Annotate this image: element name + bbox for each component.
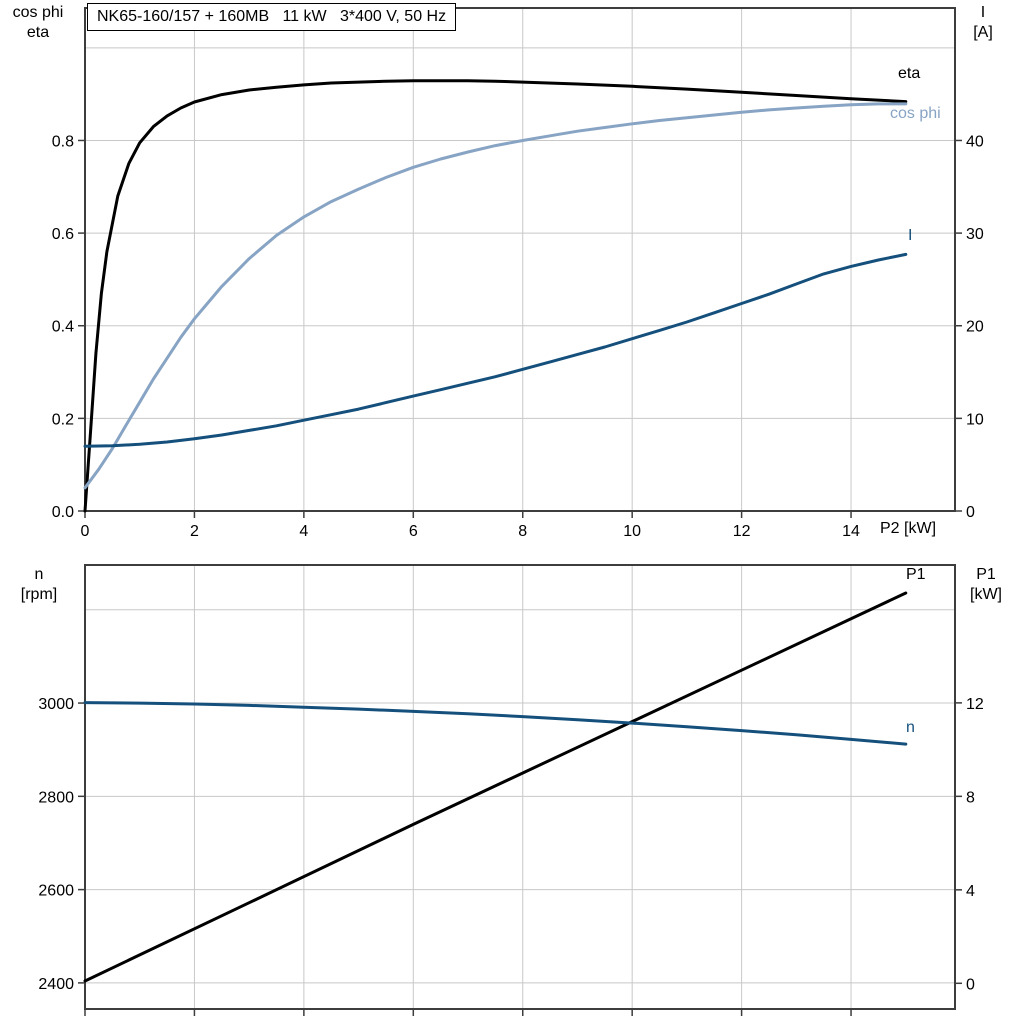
left-tick-label: 2600: [38, 883, 74, 900]
x-tick-label: 0: [81, 523, 90, 540]
series-P1: [83, 591, 908, 983]
left-axis-title-line2: [rpm]: [20, 586, 58, 603]
curve-label-cos-phi: cos phi: [890, 105, 941, 122]
upper-left-axis-title: cos phi eta: [0, 3, 76, 43]
right-axis-title-line1: P1: [976, 566, 996, 583]
lower-right-axis-title: P1 [kW]: [958, 565, 1014, 605]
right-tick-label: 40: [966, 133, 984, 150]
series-cos-phi: [83, 102, 908, 490]
curve-label-p1: P1: [906, 566, 926, 583]
x-tick-label: 6: [409, 523, 418, 540]
plot-border: [84, 564, 956, 1010]
left-tick-label: 0.6: [52, 226, 74, 243]
left-tick-label: 2800: [38, 789, 74, 806]
x-tick-label: 12: [733, 523, 751, 540]
right-tick-label: 30: [966, 226, 984, 243]
right-tick-label: 10: [966, 411, 984, 428]
chart-title: NK65-160/157 + 160MB 11 kW 3*400 V, 50 H…: [87, 3, 457, 31]
left-axis-title-line1: n: [34, 566, 44, 583]
x-axis-label: P2 [kW]: [880, 520, 937, 537]
left-tick-label: 0.8: [52, 133, 74, 150]
plot-border: [84, 7, 956, 512]
right-tick-label: 12: [966, 696, 984, 713]
curve-label-eta: eta: [898, 65, 921, 82]
series-eta: [83, 79, 908, 513]
curve-label-speed: n: [906, 719, 915, 736]
x-tick-label: 2: [190, 523, 199, 540]
series-n: [83, 701, 908, 746]
left-axis-title-line1: cos phi: [12, 4, 64, 21]
left-axis-title-line2: eta: [26, 24, 50, 41]
right-axis-title-line1: I: [980, 4, 986, 21]
upper-right-axis-title: I [A]: [960, 3, 1006, 43]
left-tick-label: 2400: [38, 976, 74, 993]
right-tick-label: 0: [966, 976, 975, 993]
right-axis-title-line2: [A]: [973, 24, 993, 41]
speed-and-input-power-curves: 2400 2600 2800 3000 0 4 8 12: [38, 564, 984, 1016]
right-axis-title-line2: [kW]: [970, 586, 1002, 603]
right-tick-label: 20: [966, 319, 984, 336]
lower-left-axis-title: n [rpm]: [2, 565, 76, 605]
x-tick-label: 4: [299, 523, 308, 540]
curve-label-current: I: [908, 227, 913, 244]
x-tick-label: 8: [518, 523, 527, 540]
left-tick-label: 0.4: [52, 319, 74, 336]
right-tick-label: 4: [966, 883, 975, 900]
right-tick-label: 8: [966, 789, 975, 806]
series-I: [83, 252, 908, 448]
left-tick-label: 0.2: [52, 411, 74, 428]
left-tick-label: 3000: [38, 696, 74, 713]
motor-electrical-curves: 0 2 4 6 8 10 12 14 0.0 0.2 0.4 0.6 0.8 0 10 20 30 40: [52, 7, 984, 540]
x-tick-label: 10: [623, 523, 641, 540]
x-tick-label: 14: [842, 523, 860, 540]
right-tick-label: 0: [966, 504, 975, 521]
left-tick-label: 0.0: [52, 504, 74, 521]
